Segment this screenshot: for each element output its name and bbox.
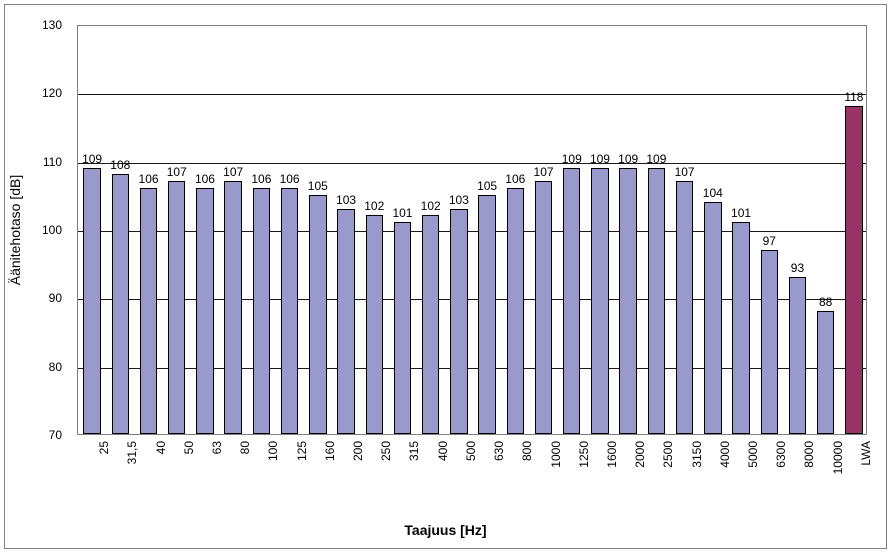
x-tick-label: 1250: [577, 441, 591, 501]
x-tick-label: 2500: [661, 441, 675, 501]
x-tick-label: 200: [351, 441, 365, 501]
bar-value-label: 103: [336, 193, 356, 207]
bar-value-label: 103: [449, 193, 469, 207]
bar: [563, 168, 580, 435]
bar-value-label: 88: [819, 295, 832, 309]
y-tick-label: 110: [22, 155, 62, 169]
x-tick-label: 25: [97, 441, 111, 501]
x-tick-label: 10000: [831, 441, 845, 501]
x-axis-label: Taajuus [Hz]: [5, 522, 886, 538]
bar-value-label: 105: [308, 179, 328, 193]
x-tick-label: 800: [520, 441, 534, 501]
bar-value-label: 106: [195, 172, 215, 186]
bar-value-label: 105: [477, 179, 497, 193]
bar: [366, 215, 383, 434]
y-tick-label: 120: [22, 86, 62, 100]
x-tick-label: 500: [464, 441, 478, 501]
bar: [140, 188, 157, 434]
bar: [535, 181, 552, 434]
x-tick-label: 400: [436, 441, 450, 501]
bar: [112, 174, 129, 434]
x-axis-label-text: Taajuus [Hz]: [404, 522, 486, 538]
bar: [704, 202, 721, 434]
bar: [83, 168, 100, 435]
y-tick-label: 90: [22, 291, 62, 305]
x-tick-label: 6300: [774, 441, 788, 501]
x-tick-label: 3150: [690, 441, 704, 501]
bar: [648, 168, 665, 435]
bar-value-label: 109: [618, 152, 638, 166]
x-tick-label: 1000: [549, 441, 563, 501]
x-tick-label: 2000: [633, 441, 647, 501]
bar-value-label: 108: [110, 158, 130, 172]
x-tick-label: 100: [266, 441, 280, 501]
grid-line: [78, 94, 866, 95]
bar-value-label: 106: [139, 172, 159, 186]
bar-value-label: 107: [675, 165, 695, 179]
bar: [337, 209, 354, 435]
x-tick-label: 63: [210, 441, 224, 501]
bar: [422, 215, 439, 434]
bar-value-label: 107: [167, 165, 187, 179]
x-tick-label: 5000: [746, 441, 760, 501]
x-tick-label: 8000: [802, 441, 816, 501]
bar: [591, 168, 608, 435]
bar-value-label: 101: [392, 206, 412, 220]
x-tick-label: LWA: [859, 441, 873, 501]
bar: [253, 188, 270, 434]
bar-value-label: 106: [505, 172, 525, 186]
bar-value-label: 97: [763, 234, 776, 248]
bar-value-label: 102: [421, 199, 441, 213]
x-tick-label: 40: [154, 441, 168, 501]
bar-value-label: 102: [364, 199, 384, 213]
bar-value-label: 101: [731, 206, 751, 220]
bar-value-label: 104: [703, 186, 723, 200]
y-tick-label: 130: [22, 18, 62, 32]
bar-value-label: 109: [562, 152, 582, 166]
bar-value-label: 109: [590, 152, 610, 166]
bar-value-label: 109: [646, 152, 666, 166]
bar: [619, 168, 636, 435]
bar-value-label: 107: [223, 165, 243, 179]
y-tick-label: 70: [22, 428, 62, 442]
bar: [394, 222, 411, 434]
x-tick-label: 4000: [718, 441, 732, 501]
x-tick-label: 50: [182, 441, 196, 501]
bar-value-label: 106: [251, 172, 271, 186]
bar: [789, 277, 806, 434]
bar-value-label: 106: [280, 172, 300, 186]
plot-area: 109 108 106 107 106 107 106 106 105 103 102 101 102 1…: [77, 25, 867, 435]
x-tick-label: 250: [379, 441, 393, 501]
x-tick-label: 125: [295, 441, 309, 501]
bar-value-label: 93: [791, 261, 804, 275]
x-tick-label: 160: [323, 441, 337, 501]
x-tick-label: 31,5: [125, 441, 139, 501]
bar: [845, 106, 862, 434]
bar-value-label: 107: [534, 165, 554, 179]
bar: [507, 188, 524, 434]
x-tick-label: 80: [238, 441, 252, 501]
bar: [761, 250, 778, 435]
bar: [817, 311, 834, 434]
bar: [732, 222, 749, 434]
bar: [196, 188, 213, 434]
x-tick-label: 1600: [605, 441, 619, 501]
chart-frame: Äänitehotaso [dB] 1091081061071061071061…: [4, 4, 887, 549]
y-tick-label: 80: [22, 360, 62, 374]
bar-value-label: 109: [82, 152, 102, 166]
bar: [168, 181, 185, 434]
x-tick-label: 315: [407, 441, 421, 501]
y-tick-label: 100: [22, 223, 62, 237]
y-axis-label: Äänitehotaso [dB]: [7, 175, 23, 286]
bar-value-label: 118: [844, 90, 863, 104]
bar: [478, 195, 495, 434]
bar: [676, 181, 693, 434]
bar: [281, 188, 298, 434]
grid-line: [78, 163, 866, 164]
bar: [309, 195, 326, 434]
bar: [224, 181, 241, 434]
x-tick-label: 630: [492, 441, 506, 501]
bar: [450, 209, 467, 435]
